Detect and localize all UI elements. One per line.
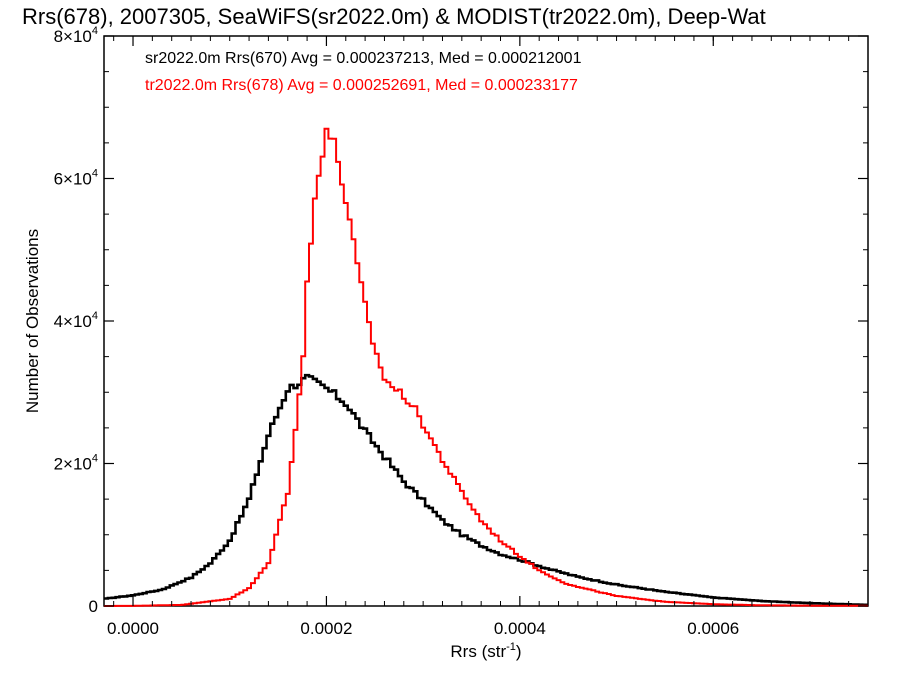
x-axis-label-main: Rrs (str	[450, 642, 506, 661]
chart-title: Rrs(678), 2007305, SeaWiFS(sr2022.0m) & …	[22, 4, 766, 29]
y-tick-label: 4×104	[54, 310, 98, 331]
series-red-histogram	[104, 127, 868, 607]
y-tick-label: 8×104	[54, 25, 98, 46]
x-axis-label-close: )	[516, 642, 522, 661]
x-axis-ticks: 0.0000 0.0002 0.0004 0.0006	[107, 36, 850, 638]
x-axis-label-sup: -1	[506, 641, 516, 653]
plot-frame	[103, 35, 869, 607]
series-layer	[104, 127, 868, 607]
y-axis-ticks: 0 2×104 4×104 6×104 8×104	[54, 25, 868, 616]
x-tick-label: 0.0004	[494, 619, 546, 638]
x-tick-label: 0.0000	[107, 619, 159, 638]
x-axis-label: Rrs (str-1)	[450, 641, 521, 661]
y-tick-label: 6×104	[54, 168, 98, 189]
annotation-black: sr2022.0m Rrs(670) Avg = 0.000237213, Me…	[145, 50, 582, 67]
x-tick-label: 0.0006	[687, 619, 739, 638]
y-axis-label: Number of Observations	[23, 229, 42, 413]
series-black-histogram	[104, 373, 868, 607]
y-tick-label: 2×104	[54, 453, 98, 474]
annotation-red: tr2022.0m Rrs(678) Avg = 0.000252691, Me…	[145, 77, 578, 94]
x-tick-label: 0.0002	[300, 619, 352, 638]
y-tick-label: 0	[89, 597, 98, 616]
plot-area: 0.0000 0.0002 0.0004 0.0006 0 2×104 4×104 6×10…	[54, 25, 869, 638]
